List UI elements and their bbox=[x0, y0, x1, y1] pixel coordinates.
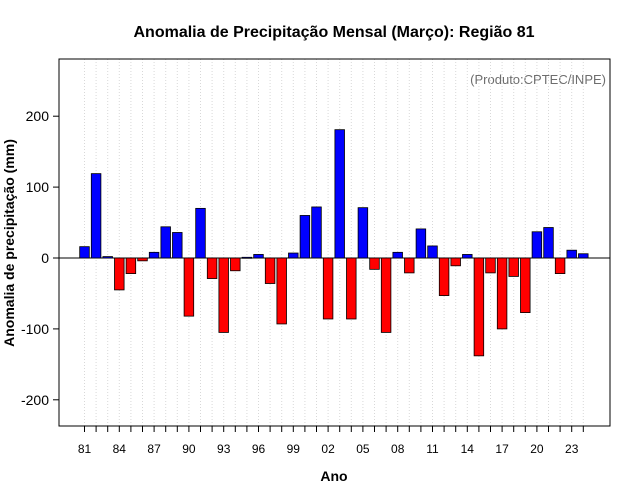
xtick-label-23: 23 bbox=[565, 442, 579, 456]
bar-23 bbox=[566, 249, 577, 259]
ytick-label-100: 100 bbox=[26, 179, 50, 195]
bar-20 bbox=[531, 231, 543, 259]
bar-02 bbox=[322, 257, 334, 320]
bar-07 bbox=[380, 257, 392, 333]
xtick-label-02: 02 bbox=[321, 442, 335, 456]
xtick-label-84: 84 bbox=[113, 442, 127, 456]
xtick-label-93: 93 bbox=[217, 442, 231, 456]
bar-98 bbox=[276, 257, 287, 325]
xtick-label-08: 08 bbox=[391, 442, 405, 456]
bar-84 bbox=[114, 257, 125, 291]
bars bbox=[79, 129, 589, 357]
bar-18 bbox=[508, 257, 519, 277]
bar-01 bbox=[311, 206, 322, 259]
bar-13 bbox=[450, 257, 461, 267]
xtick-label-81: 81 bbox=[78, 442, 92, 456]
bar-21 bbox=[543, 227, 554, 259]
x-axis-label: Ano bbox=[320, 468, 347, 484]
chart-title: Anomalia de Precipitação Mensal (Março):… bbox=[133, 24, 534, 41]
bar-92 bbox=[206, 257, 218, 279]
vertical-gridlines bbox=[84, 59, 584, 426]
bar-97 bbox=[264, 257, 276, 284]
x-axis: 81 84 87 90 93 96 99 02 05 08 11 14 17 20 23 bbox=[78, 426, 584, 456]
bar-85 bbox=[125, 257, 137, 274]
bar-08 bbox=[392, 251, 403, 259]
bar-19 bbox=[520, 257, 531, 313]
bar-89 bbox=[172, 232, 183, 259]
bar-86 bbox=[137, 257, 148, 262]
xtick-label-17: 17 bbox=[495, 442, 509, 456]
xtick-label-20: 20 bbox=[530, 442, 544, 456]
plot-frame bbox=[58, 58, 611, 427]
bar-83 bbox=[102, 256, 113, 259]
ytick-label-0: 0 bbox=[41, 250, 49, 266]
ytick-label--100: -100 bbox=[21, 321, 49, 337]
xtick-label-05: 05 bbox=[356, 442, 370, 456]
xtick-label-14: 14 bbox=[461, 442, 475, 456]
bar-03 bbox=[334, 129, 345, 259]
bar-95 bbox=[241, 256, 253, 259]
xtick-label-11: 11 bbox=[426, 442, 439, 456]
xtick-label-96: 96 bbox=[252, 442, 266, 456]
bar-09 bbox=[404, 257, 415, 274]
ytick-label-200: 200 bbox=[26, 108, 50, 124]
bar-81 bbox=[79, 246, 90, 259]
bar-11 bbox=[427, 245, 438, 259]
y-axis: -200 -100 0 100 200 bbox=[21, 108, 59, 408]
bar-10 bbox=[415, 228, 427, 259]
y-axis-label: Anomalia de precipitação (mm) bbox=[1, 139, 17, 347]
bar-87 bbox=[148, 251, 160, 259]
bar-06 bbox=[369, 257, 380, 270]
bar-04 bbox=[346, 257, 357, 320]
bar-22 bbox=[554, 257, 566, 274]
bar-05 bbox=[357, 207, 369, 259]
bar-15 bbox=[473, 257, 485, 357]
bar-91 bbox=[195, 207, 206, 259]
xtick-label-99: 99 bbox=[287, 442, 301, 456]
bar-12 bbox=[438, 257, 450, 296]
ytick-label--200: -200 bbox=[21, 392, 49, 408]
bar-93 bbox=[218, 257, 229, 333]
bar-96 bbox=[253, 254, 264, 259]
xtick-label-87: 87 bbox=[147, 442, 161, 456]
bar-99 bbox=[288, 252, 299, 259]
xtick-label-90: 90 bbox=[182, 442, 196, 456]
bar-90 bbox=[183, 257, 195, 317]
bar-00 bbox=[299, 215, 311, 259]
bar-94 bbox=[230, 257, 241, 272]
bar-88 bbox=[160, 226, 171, 259]
bar-16 bbox=[485, 257, 496, 274]
bar-82 bbox=[90, 173, 102, 259]
bar-24 bbox=[578, 253, 589, 259]
bar-17 bbox=[496, 257, 508, 330]
bar-14 bbox=[462, 254, 473, 259]
